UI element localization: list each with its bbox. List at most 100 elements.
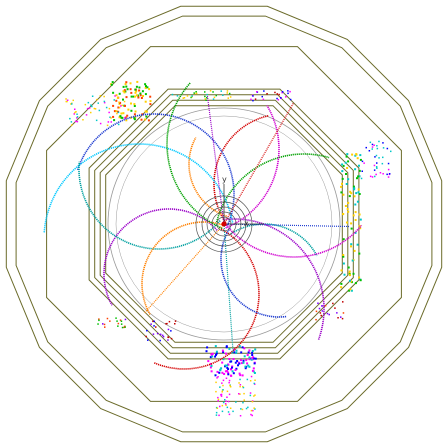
hit [103, 323, 106, 326]
jet-track [223, 223, 234, 354]
hit [341, 317, 344, 320]
hit [129, 88, 132, 91]
hit [149, 100, 152, 103]
hit [254, 408, 256, 410]
hit [238, 382, 240, 384]
hit [229, 386, 232, 388]
hit [211, 355, 214, 358]
hit [324, 305, 327, 307]
hit [136, 80, 139, 83]
hit [220, 90, 222, 92]
hit [342, 254, 345, 256]
hit [379, 172, 382, 174]
hit [116, 320, 118, 322]
hit [263, 90, 265, 92]
hit [70, 121, 73, 123]
hit [227, 368, 230, 371]
hit [97, 323, 99, 325]
hit [349, 288, 352, 291]
hit [224, 364, 227, 367]
hit [388, 173, 391, 175]
hit [353, 195, 356, 198]
hit [116, 112, 118, 115]
hit [359, 154, 362, 157]
hit [229, 407, 232, 409]
hit [352, 272, 355, 275]
hit [356, 177, 358, 180]
hit [210, 370, 213, 373]
hit [252, 367, 255, 370]
hit [113, 119, 116, 122]
hit [354, 211, 357, 214]
hit [225, 404, 227, 406]
outer-muon-shell [5, 5, 443, 443]
hit [113, 99, 115, 101]
hit [235, 351, 238, 354]
hit [215, 390, 217, 393]
hit [320, 314, 322, 317]
hit [215, 350, 218, 353]
hit [245, 407, 248, 410]
jet-track [206, 95, 225, 225]
hit [319, 312, 322, 314]
hit [249, 394, 252, 397]
hit [110, 121, 112, 123]
track [215, 153, 330, 223]
hit [124, 117, 126, 119]
hit [170, 330, 172, 332]
hit [243, 355, 246, 358]
hit [222, 401, 225, 404]
hit [371, 146, 374, 148]
hit [216, 377, 218, 379]
hit [97, 102, 99, 104]
hit [217, 396, 219, 399]
hit [248, 358, 251, 361]
y-axis-label: y [222, 175, 227, 184]
hit [121, 116, 124, 119]
hit [371, 148, 373, 150]
hit [340, 185, 343, 188]
hit [105, 106, 108, 109]
hit [168, 320, 171, 323]
hit [125, 81, 128, 84]
hit [86, 107, 89, 110]
hit [103, 100, 106, 103]
hit [346, 153, 349, 156]
hit [254, 394, 256, 396]
hit [237, 364, 239, 367]
hit [248, 365, 251, 368]
hit [153, 320, 155, 323]
hit [342, 301, 344, 303]
hit [340, 269, 343, 272]
hit [171, 93, 174, 96]
hit [232, 358, 235, 360]
hit [242, 359, 245, 362]
hit [346, 208, 349, 210]
hit [125, 96, 128, 99]
hit [228, 92, 231, 95]
hit [209, 90, 212, 92]
hit [386, 173, 388, 176]
hit [182, 97, 184, 99]
hit [246, 378, 249, 381]
hit [340, 282, 343, 285]
hit [98, 109, 101, 112]
hit [317, 302, 319, 304]
hit [227, 411, 230, 413]
hit [143, 118, 146, 121]
hit [73, 113, 75, 115]
hit [357, 175, 360, 178]
hit [166, 322, 168, 325]
hit [250, 409, 253, 412]
hit [347, 160, 350, 163]
hit [253, 407, 255, 409]
hit [348, 270, 351, 273]
hit [340, 316, 342, 318]
hit [242, 401, 244, 404]
hit [221, 349, 224, 352]
hit [245, 359, 248, 362]
hit [250, 375, 253, 378]
hit [355, 153, 358, 156]
hit [228, 358, 231, 360]
hit [345, 155, 348, 158]
